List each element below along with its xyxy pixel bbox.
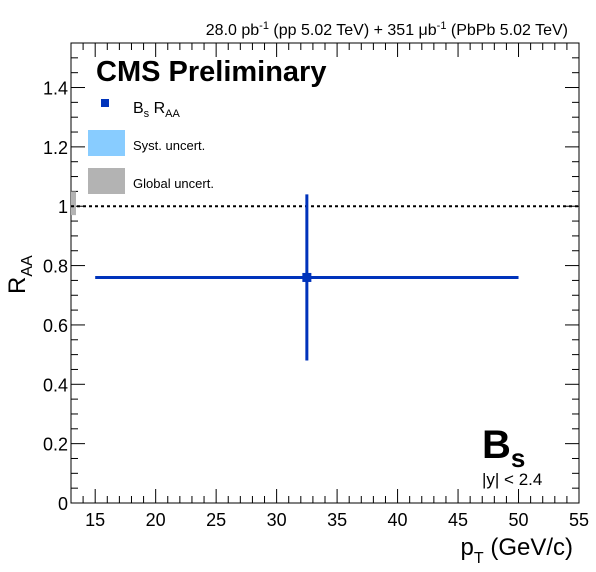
x-tick-label: 30: [267, 510, 287, 530]
x-tick-label: 45: [448, 510, 468, 530]
global-uncert-box: [71, 191, 76, 216]
legend-syst-swatch: [88, 130, 125, 156]
legend: Bs RAA Syst. uncert. Global uncert.: [88, 99, 214, 194]
y-axis-tick-labels: 0 0.2 0.4 0.6 0.8 1 1.2 1.4: [43, 79, 68, 514]
x-tick-label: 35: [327, 510, 347, 530]
legend-global-swatch: [88, 168, 125, 194]
x-axis-tick-labels: 15 20 25 30 35 40 45 50 55: [85, 510, 589, 530]
particle-label: Bs: [482, 423, 525, 473]
x-axis-title: pT (GeV/c): [461, 534, 573, 567]
y-tick-label: 0.6: [43, 316, 68, 336]
lumi-header: 28.0 pb-1 (pp 5.02 TeV) + 351 μb-1 (PbPb…: [206, 20, 568, 39]
legend-marker: [101, 99, 109, 107]
x-tick-label: 15: [85, 510, 105, 530]
y-axis-ticks: [71, 42, 579, 504]
cms-label: CMS Preliminary: [96, 56, 326, 88]
y-tick-label: 0: [58, 494, 68, 514]
x-tick-label: 50: [509, 510, 529, 530]
legend-marker-label: Bs RAA: [133, 100, 181, 120]
data-series: [95, 194, 519, 361]
x-tick-label: 20: [146, 510, 166, 530]
legend-global-label: Global uncert.: [133, 176, 214, 191]
x-tick-label: 40: [388, 510, 408, 530]
data-point-marker: [302, 272, 312, 282]
y-tick-label: 0.2: [43, 435, 68, 455]
y-tick-label: 0.4: [43, 375, 68, 395]
y-tick-label: 1.4: [43, 79, 68, 99]
x-tick-label: 25: [206, 510, 226, 530]
legend-syst-label: Syst. uncert.: [133, 138, 205, 153]
y-tick-label: 1.2: [43, 138, 68, 158]
rapidity-label: |y| < 2.4: [482, 470, 542, 489]
x-axis-ticks: [70, 43, 580, 503]
y-tick-label: 0.8: [43, 257, 68, 277]
x-tick-label: 55: [569, 510, 589, 530]
y-tick-label: 1: [58, 197, 68, 217]
y-axis-title: RAA: [4, 255, 36, 294]
